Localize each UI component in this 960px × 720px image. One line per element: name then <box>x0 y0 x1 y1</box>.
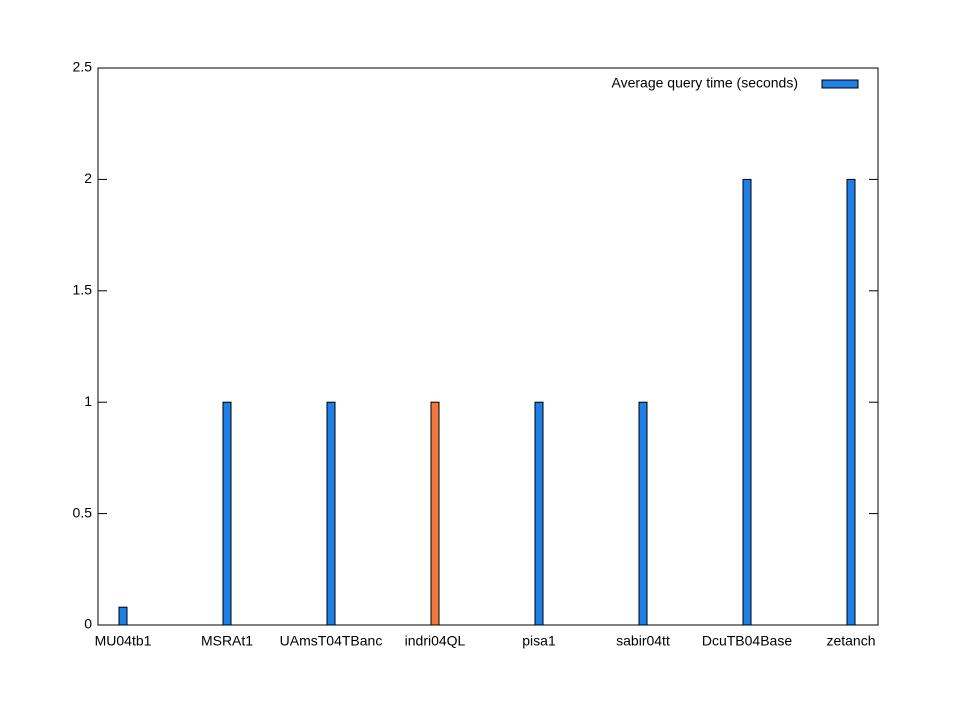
y-tick-label: 1.5 <box>73 282 93 298</box>
x-tick-label: UAmsT04TBanc <box>280 633 383 649</box>
bar <box>638 401 648 626</box>
bar <box>326 401 336 626</box>
x-tick-label: pisa1 <box>522 633 556 649</box>
y-tick-label: 0.5 <box>73 504 93 520</box>
bar <box>534 401 544 626</box>
y-tick-label: 1 <box>84 393 92 409</box>
x-tick-label: zetanch <box>826 633 875 649</box>
x-tick-label: sabir04tt <box>616 633 670 649</box>
bar <box>846 178 856 626</box>
x-tick-label: MSRAt1 <box>201 633 253 649</box>
bar <box>222 401 232 626</box>
plot-frame <box>97 67 879 626</box>
legend-label: Average query time (seconds) <box>612 75 799 91</box>
x-tick-label: DcuTB04Base <box>702 633 792 649</box>
x-tick-label: MU04tb1 <box>95 633 152 649</box>
bar <box>118 606 128 626</box>
x-tick-label: indri04QL <box>405 633 466 649</box>
bar <box>430 401 440 626</box>
y-tick-label: 2 <box>84 170 92 186</box>
y-tick-label: 2.5 <box>73 59 93 75</box>
legend-swatch <box>821 79 859 89</box>
y-tick-label: 0 <box>84 616 92 632</box>
bar <box>742 178 752 626</box>
